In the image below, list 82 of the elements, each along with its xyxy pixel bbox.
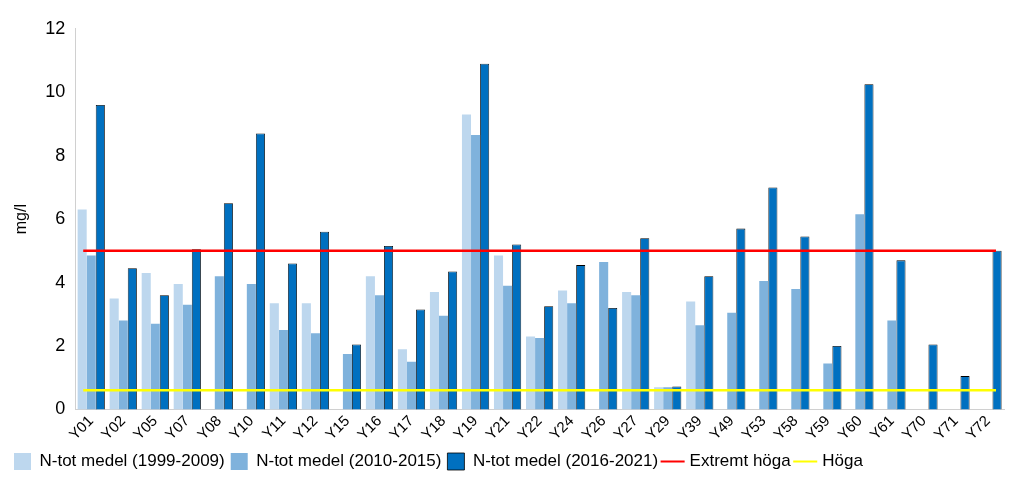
bar — [526, 336, 536, 410]
x-tick-label: Y22 — [513, 411, 545, 443]
bar — [567, 303, 577, 410]
x-tick-label: Y72 — [962, 411, 994, 443]
bar — [631, 295, 641, 410]
x-tick-label: Y49 — [705, 411, 737, 443]
bar — [599, 261, 609, 410]
bar — [791, 288, 801, 410]
x-tick-label: Y12 — [289, 411, 321, 443]
bar — [406, 361, 417, 410]
bar — [365, 276, 375, 410]
bar — [77, 209, 87, 410]
x-tick-label: Y59 — [802, 411, 833, 443]
x-tick-label: Y11 — [258, 411, 289, 442]
y-tick-label: 0 — [55, 398, 66, 419]
x-tick-label: Y24 — [545, 411, 577, 443]
x-tick-label: Y61 — [866, 411, 897, 443]
x-tick-label: Y16 — [353, 411, 385, 443]
legend-label: N-tot medel (1999-2009) — [39, 451, 225, 471]
y-tick-label: 6 — [55, 208, 66, 229]
y-tick-label: 4 — [55, 271, 66, 292]
bar — [118, 320, 128, 410]
x-tick-label: Y07 — [161, 411, 193, 443]
bar — [342, 353, 352, 410]
bar — [301, 303, 311, 410]
x-tick-label: Y26 — [577, 411, 609, 443]
bar — [727, 312, 737, 410]
x-tick-label: Y17 — [385, 411, 417, 443]
bar — [438, 315, 449, 410]
y-tick-label: 8 — [55, 144, 66, 165]
bar — [887, 320, 897, 410]
x-tick-label: Y15 — [321, 411, 353, 443]
bar — [374, 295, 385, 410]
bar — [855, 214, 865, 410]
legend-label: Höga — [822, 451, 864, 471]
bar — [558, 290, 568, 410]
bar — [686, 301, 696, 410]
bar — [461, 114, 472, 410]
x-tick-label: Y58 — [769, 411, 801, 443]
bar — [150, 323, 160, 410]
bar — [823, 363, 833, 410]
x-tick-label: Y53 — [737, 411, 769, 443]
x-tick-label: Y29 — [641, 411, 673, 443]
x-tick-label: Y08 — [193, 411, 225, 443]
legend-label: N-tot medel (2016-2021) — [472, 451, 659, 471]
x-tick-label: Y70 — [898, 411, 929, 443]
x-tick-label: Y60 — [834, 411, 865, 443]
x-tick-label: Y01 — [65, 411, 97, 443]
x-tick-label: Y39 — [673, 411, 705, 443]
x-tick-label: Y71 — [930, 411, 962, 443]
y-tick-label: 10 — [45, 81, 66, 102]
bar — [695, 325, 705, 410]
bar — [493, 255, 504, 410]
legend-label: Extremt höga — [689, 451, 792, 471]
x-tick-label: Y19 — [449, 411, 481, 443]
bar — [535, 338, 545, 410]
bar — [269, 303, 279, 410]
bar — [246, 284, 256, 410]
bar — [214, 276, 224, 410]
bar — [173, 284, 183, 410]
x-tick-label: Y21 — [481, 411, 513, 443]
bar — [182, 304, 192, 410]
bar — [310, 333, 320, 410]
bar — [397, 349, 407, 410]
y-tick-label: 12 — [45, 17, 66, 38]
y-tick-label: 2 — [55, 334, 66, 355]
bar — [278, 330, 288, 410]
bar — [141, 273, 151, 410]
bar — [109, 298, 119, 410]
x-tick-label: Y10 — [225, 411, 257, 443]
x-tick-label: Y05 — [129, 411, 161, 443]
legend-label: N-tot medel (2010-2015) — [256, 451, 442, 471]
bar — [622, 292, 632, 410]
x-tick-label: Y18 — [417, 411, 449, 443]
bar — [86, 255, 96, 410]
bar — [429, 292, 439, 410]
y-axis-title: mg/l — [12, 203, 30, 235]
x-tick-label: Y02 — [97, 411, 129, 443]
x-tick-label: Y27 — [609, 411, 641, 443]
bar — [471, 135, 481, 410]
bar — [759, 280, 769, 410]
bar — [503, 285, 513, 410]
